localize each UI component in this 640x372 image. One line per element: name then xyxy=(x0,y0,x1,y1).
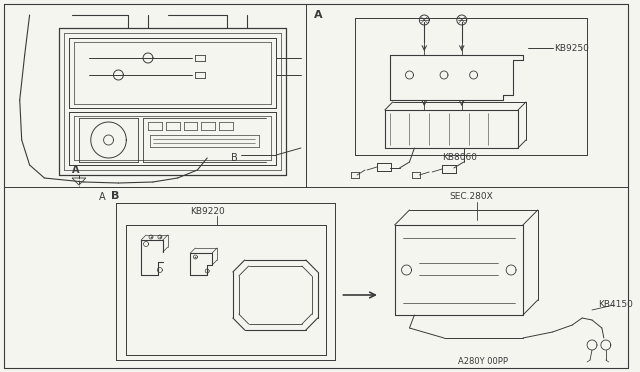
Text: B: B xyxy=(111,191,119,201)
Text: KB9220: KB9220 xyxy=(191,207,225,216)
Text: KB9250: KB9250 xyxy=(554,44,589,53)
Text: KB4150: KB4150 xyxy=(598,300,633,309)
Text: KB8060: KB8060 xyxy=(442,153,477,162)
Text: A280Y 00PP: A280Y 00PP xyxy=(458,357,508,366)
Text: A: A xyxy=(99,192,106,202)
Text: SEC.280X: SEC.280X xyxy=(449,192,493,201)
Text: A: A xyxy=(314,10,323,20)
Text: B: B xyxy=(231,153,237,163)
Text: A: A xyxy=(72,165,79,175)
